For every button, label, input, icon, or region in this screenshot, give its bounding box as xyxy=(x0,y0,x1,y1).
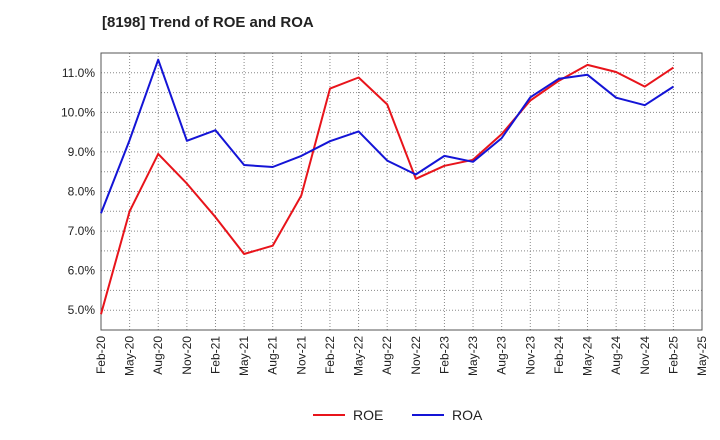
y-tick-label: 11.0% xyxy=(62,66,95,80)
y-tick-label: 10.0% xyxy=(61,105,95,119)
chart-title: [8198] Trend of ROE and ROA xyxy=(102,14,314,31)
series-layer xyxy=(100,58,674,315)
x-tick-label: May-20 xyxy=(123,336,137,376)
y-tick-label: 8.0% xyxy=(68,185,96,199)
x-tick-label: May-23 xyxy=(466,336,480,376)
x-tick-label: May-24 xyxy=(581,336,595,376)
x-tick-label: May-25 xyxy=(695,336,709,376)
legend-label-roa: ROA xyxy=(452,407,483,423)
x-tick-label: Feb-21 xyxy=(208,336,222,374)
x-tick-label: Nov-21 xyxy=(294,336,308,375)
x-tick-label: Feb-20 xyxy=(94,336,108,374)
y-tick-label: 6.0% xyxy=(68,264,96,278)
legend-label-roe: ROE xyxy=(353,407,383,423)
y-tick-label: 7.0% xyxy=(68,224,96,238)
x-axis-ticks: Feb-20 May-20 Aug-20 Nov-20 Feb-21 May-21 Aug-… xyxy=(94,336,709,376)
x-tick-label: Aug-23 xyxy=(495,336,509,375)
x-tick-label: Aug-24 xyxy=(609,336,623,375)
x-tick-label: Feb-23 xyxy=(437,336,451,374)
x-tick-label: May-22 xyxy=(352,336,366,376)
x-tick-label: Nov-22 xyxy=(409,336,423,375)
x-tick-label: Aug-21 xyxy=(266,336,280,375)
y-tick-label: 9.0% xyxy=(68,145,96,159)
x-tick-label: Aug-22 xyxy=(380,336,394,375)
x-tick-label: Nov-24 xyxy=(638,336,652,375)
x-tick-label: Nov-20 xyxy=(180,336,194,375)
x-tick-label: Nov-23 xyxy=(523,336,537,375)
series-line-roe xyxy=(100,63,674,315)
x-tick-label: May-21 xyxy=(237,336,251,376)
legend: ROE ROA xyxy=(313,407,483,423)
x-tick-label: Feb-25 xyxy=(666,336,680,374)
grid xyxy=(101,53,702,330)
x-tick-label: Feb-22 xyxy=(323,336,337,374)
y-tick-label: 5.0% xyxy=(68,303,96,317)
x-tick-label: Aug-20 xyxy=(151,336,165,375)
plot-frame xyxy=(100,52,703,331)
series-line-roa xyxy=(100,58,674,214)
x-tick-label: Feb-24 xyxy=(552,336,566,374)
y-axis-ticks: 5.0% 6.0% 7.0% 8.0% 9.0% 10.0% 11.0% xyxy=(61,66,95,317)
